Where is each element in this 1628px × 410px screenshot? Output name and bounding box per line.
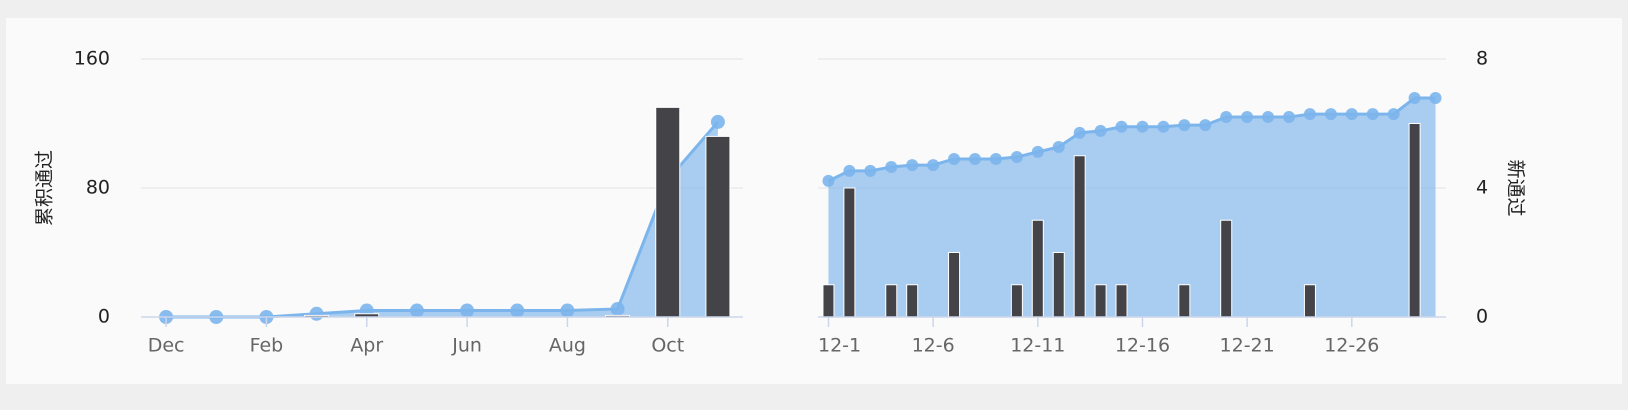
y-tick-label: 4 bbox=[1476, 177, 1488, 199]
x-tick-label: Feb bbox=[250, 335, 284, 357]
point bbox=[822, 174, 835, 187]
point bbox=[510, 303, 525, 318]
x-tick-label: Dec bbox=[148, 335, 185, 357]
point bbox=[1220, 111, 1233, 124]
x-tick-label: 12-6 bbox=[912, 335, 955, 357]
y-tick-label: 8 bbox=[1476, 48, 1488, 70]
point bbox=[1387, 108, 1400, 121]
bar bbox=[1178, 284, 1191, 318]
x-tick-label: Aug bbox=[549, 335, 586, 357]
point bbox=[409, 303, 424, 318]
point bbox=[1262, 111, 1275, 124]
point bbox=[1366, 108, 1379, 121]
point bbox=[1115, 120, 1128, 133]
point bbox=[1094, 124, 1107, 137]
axis-title: 累积通过 bbox=[34, 150, 56, 226]
bar bbox=[1031, 219, 1044, 318]
bar bbox=[1408, 123, 1421, 318]
y-tick-label: 0 bbox=[98, 306, 110, 328]
bar bbox=[822, 284, 835, 318]
x-tick-label: 12-11 bbox=[1010, 335, 1065, 357]
point bbox=[610, 301, 625, 316]
axis-title: 新通过 bbox=[1505, 159, 1527, 216]
x-tick-label: 12-1 bbox=[818, 335, 861, 357]
point bbox=[864, 164, 877, 177]
point bbox=[1429, 92, 1442, 105]
point bbox=[989, 152, 1002, 165]
point bbox=[1283, 111, 1295, 124]
point bbox=[460, 303, 475, 318]
point bbox=[948, 152, 961, 165]
y-tick-label: 0 bbox=[1476, 306, 1488, 328]
point bbox=[309, 306, 324, 321]
point bbox=[1157, 120, 1170, 133]
point bbox=[1178, 119, 1191, 132]
area bbox=[828, 98, 1436, 318]
point bbox=[1241, 111, 1254, 124]
point bbox=[843, 164, 856, 177]
bar bbox=[885, 284, 898, 318]
point bbox=[1324, 108, 1337, 121]
bar bbox=[1115, 284, 1128, 318]
point bbox=[1136, 120, 1149, 133]
point bbox=[1031, 145, 1044, 158]
bar bbox=[906, 284, 919, 318]
bar bbox=[655, 106, 681, 318]
bar bbox=[1052, 252, 1065, 318]
point bbox=[560, 303, 575, 318]
bar bbox=[705, 135, 731, 318]
x-tick-label: Oct bbox=[651, 335, 684, 357]
bar bbox=[1073, 155, 1086, 318]
bar bbox=[1220, 219, 1233, 318]
point bbox=[1303, 108, 1316, 121]
point bbox=[906, 159, 919, 172]
point bbox=[1073, 126, 1086, 139]
point bbox=[710, 114, 725, 129]
bar bbox=[843, 187, 856, 318]
point bbox=[1345, 108, 1358, 121]
x-tick-label: Jun bbox=[451, 335, 482, 357]
x-tick-label: Apr bbox=[350, 335, 383, 357]
x-tick-label: 12-16 bbox=[1115, 335, 1170, 357]
bar bbox=[1303, 284, 1316, 318]
x-tick-label: 12-21 bbox=[1220, 335, 1275, 357]
y-tick-label: 80 bbox=[86, 177, 110, 199]
point bbox=[1052, 141, 1065, 154]
point bbox=[885, 161, 898, 174]
point bbox=[927, 159, 940, 172]
x-tick-label: 12-26 bbox=[1324, 335, 1379, 357]
bar bbox=[1010, 284, 1023, 318]
point bbox=[1010, 151, 1023, 164]
bar bbox=[1094, 284, 1107, 318]
y-tick-label: 160 bbox=[74, 48, 110, 70]
bar bbox=[948, 252, 961, 318]
point bbox=[1199, 119, 1212, 132]
point bbox=[969, 152, 981, 165]
point bbox=[1408, 92, 1421, 105]
